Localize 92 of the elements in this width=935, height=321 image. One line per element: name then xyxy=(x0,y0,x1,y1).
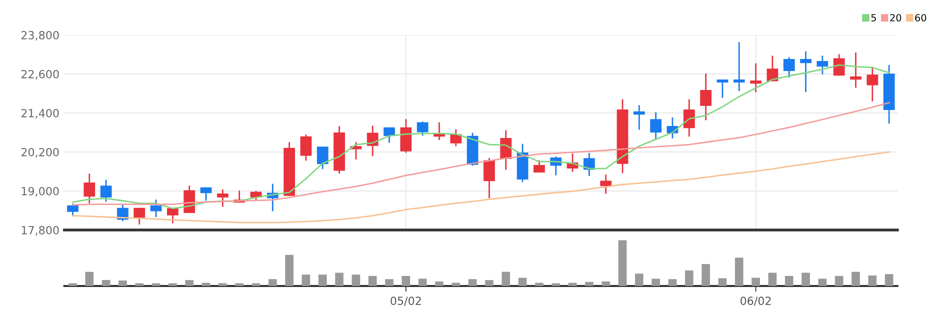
candlestick xyxy=(600,174,612,194)
bar xyxy=(684,270,694,286)
bar xyxy=(652,278,660,286)
y-tick-label: 19,000 xyxy=(22,186,59,197)
y-tick-label: 23,800 xyxy=(21,30,59,41)
bar xyxy=(518,278,527,286)
candlestick xyxy=(750,63,762,92)
bar xyxy=(585,282,594,286)
candlestick xyxy=(800,51,812,92)
bar xyxy=(268,279,277,286)
bar xyxy=(202,282,210,286)
candlestick xyxy=(316,146,328,170)
bar xyxy=(185,280,194,286)
bar xyxy=(818,278,827,286)
candlestick xyxy=(216,189,228,207)
bar xyxy=(868,275,877,286)
bar xyxy=(168,283,177,286)
bar xyxy=(468,279,477,286)
candlestick xyxy=(416,122,428,136)
y-tick-label: 17,800 xyxy=(22,226,59,236)
bar xyxy=(802,272,810,286)
bar xyxy=(668,279,677,286)
bar xyxy=(418,278,427,286)
candlestick xyxy=(583,152,595,176)
y-tick-label: 21,400 xyxy=(21,108,59,119)
bar xyxy=(218,283,227,286)
candlestick xyxy=(733,42,745,92)
x-tick-label: 05/02 xyxy=(390,296,421,306)
candlestick xyxy=(700,74,712,120)
bar xyxy=(635,274,644,286)
candlestick xyxy=(816,56,828,74)
bar xyxy=(702,264,710,286)
bar xyxy=(834,276,844,286)
legend-label: 5 xyxy=(871,14,876,22)
candlestick xyxy=(200,187,212,201)
y-tick-label: 22,600 xyxy=(21,70,59,80)
bar xyxy=(235,283,244,286)
bar xyxy=(535,282,544,286)
candlestick xyxy=(866,66,878,102)
bar xyxy=(85,272,94,286)
candlestick xyxy=(166,208,178,224)
bar xyxy=(485,280,494,286)
candlestick xyxy=(300,134,312,161)
bar xyxy=(568,282,577,286)
candlestick xyxy=(833,54,845,76)
bar xyxy=(102,280,110,286)
bar xyxy=(302,274,310,286)
bar xyxy=(602,281,610,286)
candlestick xyxy=(134,208,146,225)
bar xyxy=(68,283,77,286)
bar xyxy=(118,280,127,286)
candlestick xyxy=(150,200,162,218)
y-tick-label: 20,200 xyxy=(21,148,59,158)
bar xyxy=(502,272,510,286)
bar xyxy=(618,240,627,286)
candlestick xyxy=(683,99,695,137)
candlestick xyxy=(100,180,112,202)
bar xyxy=(852,272,860,286)
bar xyxy=(784,276,794,286)
candlestick xyxy=(450,129,462,146)
bar xyxy=(285,254,294,286)
candlestick xyxy=(850,52,862,88)
bar xyxy=(318,274,327,286)
bar xyxy=(552,283,560,286)
bar xyxy=(718,278,727,286)
candlestick xyxy=(67,204,78,216)
legend-label: 60 xyxy=(915,14,926,22)
candlestick xyxy=(783,57,795,78)
bar xyxy=(452,282,460,286)
candlestick xyxy=(84,174,96,204)
candlestick xyxy=(350,142,362,160)
candlestick xyxy=(633,105,645,130)
bar xyxy=(385,279,394,286)
bar xyxy=(734,258,744,286)
x-tick-label: 06/02 xyxy=(740,296,771,306)
bar xyxy=(768,272,777,286)
bar xyxy=(368,276,377,286)
candlestick xyxy=(716,79,728,98)
candlestick xyxy=(384,127,395,143)
line-series xyxy=(72,151,890,224)
bar xyxy=(402,276,410,286)
bar xyxy=(352,274,360,286)
candlestick xyxy=(650,112,662,140)
candlestick xyxy=(484,158,495,198)
candlestick xyxy=(534,160,545,173)
bar xyxy=(335,272,344,286)
bar xyxy=(435,281,444,286)
bar xyxy=(752,278,760,286)
legend-label: 20 xyxy=(890,14,902,22)
bar xyxy=(884,274,894,286)
bar xyxy=(135,283,144,286)
candlestick xyxy=(400,119,412,153)
